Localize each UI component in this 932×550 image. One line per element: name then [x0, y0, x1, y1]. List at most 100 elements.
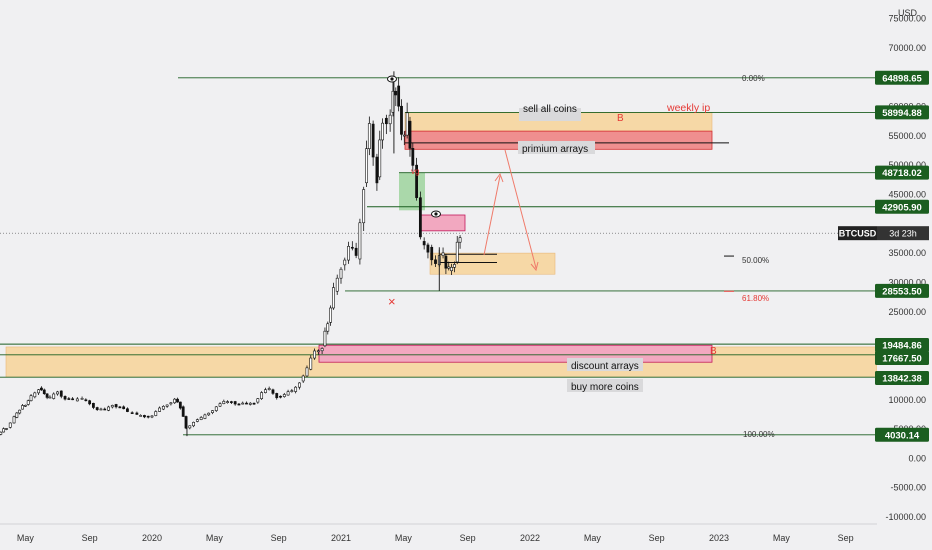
candle-body	[173, 398, 177, 404]
candle-body	[146, 415, 150, 418]
candle-body	[397, 85, 401, 107]
arrow-up	[483, 175, 501, 256]
candle-body	[161, 406, 165, 410]
candle-body	[154, 411, 158, 416]
candle-body	[222, 401, 226, 404]
price-badge: 17667.50	[875, 351, 929, 365]
candle-body	[176, 398, 179, 403]
candle-body	[405, 112, 409, 136]
candle-body	[0, 431, 3, 435]
candle-body	[365, 148, 368, 184]
fib-label: 50.00%	[742, 256, 769, 265]
buy-more-coins-label-bg	[567, 379, 643, 392]
price-badge: 48718.02	[875, 165, 929, 180]
candle-body	[415, 164, 419, 198]
price-badge-bg	[875, 199, 929, 214]
y-tick-label: -5000.00	[890, 483, 926, 493]
candle-body	[354, 247, 358, 256]
candle-body	[335, 277, 339, 292]
candle-body	[282, 394, 286, 397]
candle-body	[458, 237, 462, 243]
candle-body	[114, 404, 118, 408]
candle-body	[195, 419, 199, 422]
candle-body	[430, 246, 434, 261]
arrow-up-head	[494, 172, 504, 183]
sell-all-coins-label-bg	[519, 108, 581, 121]
price-badge: 58994.88	[875, 105, 929, 120]
candle-body	[301, 375, 305, 382]
candle-body	[26, 400, 30, 405]
price-badge: 19484.86	[875, 338, 929, 352]
candle-body	[279, 395, 282, 398]
y-tick-label: 10000.00	[888, 395, 926, 405]
arrow-down	[504, 149, 537, 269]
fvg-label: vg	[411, 167, 419, 176]
candle-body	[45, 393, 49, 398]
y-tick-label: 30000.00	[888, 277, 926, 287]
candle-body	[199, 417, 203, 420]
price-badge-label: 42905.90	[882, 202, 922, 213]
candle-body	[388, 114, 392, 125]
candle-body	[63, 396, 67, 400]
fib-label: 100.00%	[743, 430, 775, 439]
candle-body	[21, 405, 24, 410]
candle-body	[313, 350, 316, 359]
eye-icon	[387, 75, 397, 83]
premium-arrays-label-bg	[518, 141, 595, 154]
candle-body	[181, 406, 185, 417]
price-badge-bg	[875, 351, 929, 365]
price-badge-label: 17667.50	[882, 354, 922, 365]
demand-zone	[429, 252, 556, 275]
candle-body	[450, 267, 453, 272]
candle-body	[358, 222, 362, 260]
y-tick-label: 45000.00	[888, 189, 926, 199]
countdown-bg	[877, 226, 929, 241]
candle-body	[245, 402, 248, 405]
price-badge-bg	[875, 165, 929, 180]
eye-pupil	[434, 212, 438, 216]
candle-body	[29, 395, 33, 402]
candle-body	[226, 401, 230, 403]
candle-body	[218, 403, 222, 407]
price-badge-label: 19484.86	[882, 341, 922, 352]
candle-body	[248, 402, 252, 405]
candle-body	[103, 408, 107, 411]
discount-arrays-zone	[318, 344, 713, 363]
price-badge-label: 4030.14	[885, 430, 920, 441]
x-tick-label: May	[395, 533, 413, 543]
candle-body	[271, 389, 275, 394]
candle-body	[107, 406, 110, 411]
candle-body	[411, 148, 415, 166]
candle-body	[323, 330, 327, 347]
candle-body	[263, 389, 267, 394]
symbol-badge[interactable]: BTCUSD 3d 23h	[838, 226, 929, 241]
y-tick-label: 35000.00	[888, 248, 926, 258]
eye-pupil	[390, 77, 394, 81]
price-badge: 4030.14	[875, 427, 929, 442]
price-axis-bg	[877, 0, 932, 550]
price-badge-bg	[875, 105, 929, 120]
candle-body	[67, 398, 71, 400]
y-tick-label: 75000.00	[888, 14, 926, 24]
candle-body	[408, 120, 412, 149]
candle-body	[122, 406, 126, 410]
fib-label: 61.80%	[742, 294, 769, 303]
x-tick-label: Sep	[460, 533, 476, 543]
candle-body	[326, 323, 330, 332]
candle-body	[18, 409, 22, 414]
price-axis[interactable]: USD75000.0070000.0060000.0055000.0050000…	[838, 0, 932, 550]
candle-body	[441, 252, 445, 256]
candle-body	[418, 197, 422, 238]
currency-label: USD	[898, 8, 918, 18]
candle-body	[286, 391, 290, 396]
price-badge: 64898.65	[875, 70, 929, 85]
candle-body	[139, 415, 143, 417]
time-axis[interactable]: May Sep 2020 May Sep 2021 May Sep 2022 May Sep 2023…	[0, 523, 877, 543]
candle-body	[332, 287, 335, 309]
candle-body	[298, 382, 301, 388]
candle-body	[2, 428, 6, 433]
price-badge-bg	[875, 338, 929, 352]
zones-layer	[5, 112, 878, 378]
